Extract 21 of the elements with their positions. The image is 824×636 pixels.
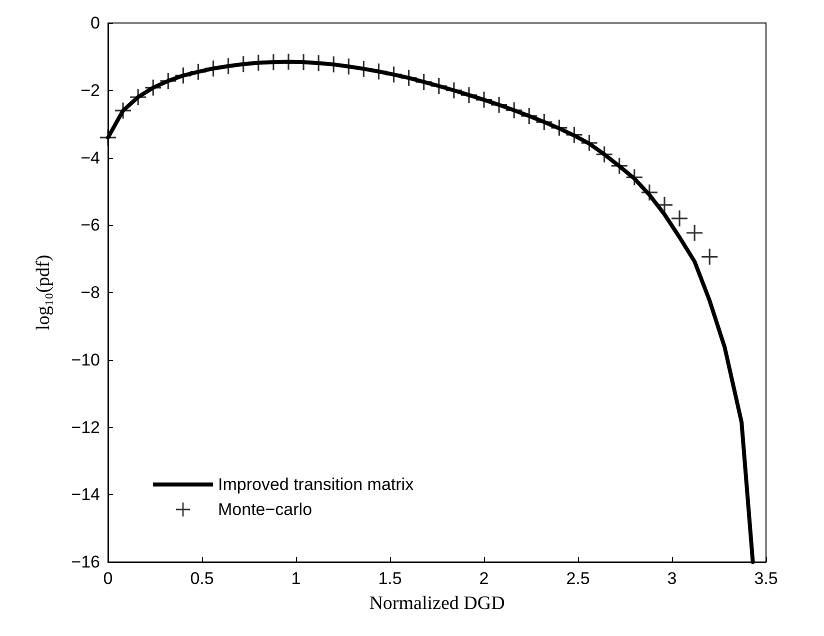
- y-tick-label: −16: [71, 552, 100, 572]
- x-tick-label: 2: [479, 569, 489, 588]
- x-tick-label: 3: [667, 569, 677, 588]
- legend-label: Monte−carlo: [218, 500, 312, 519]
- x-tick-label: 3.5: [754, 569, 778, 588]
- x-tick-label: 2.5: [566, 569, 590, 588]
- y-tick-label: −2: [80, 80, 100, 100]
- x-tick-label: 0: [103, 569, 113, 588]
- x-tick-label: 0.5: [190, 569, 214, 588]
- y-tick-label: −6: [80, 216, 100, 235]
- x-tick-label: 1: [291, 569, 301, 588]
- y-tick-label: 0: [90, 14, 100, 32]
- y-tick-label: −10: [71, 350, 100, 370]
- y-tick-label: −8: [80, 283, 100, 302]
- y-tick-label: −4: [80, 148, 100, 168]
- x-tick-label: 1.5: [378, 569, 402, 588]
- legend-label: Improved transition matrix: [218, 475, 414, 494]
- y-tick-label: −12: [71, 418, 100, 437]
- y-axis-title: log₁₀(pdf): [33, 254, 54, 330]
- x-axis-title: Normalized DGD: [369, 593, 505, 614]
- y-tick-label: −14: [71, 485, 100, 504]
